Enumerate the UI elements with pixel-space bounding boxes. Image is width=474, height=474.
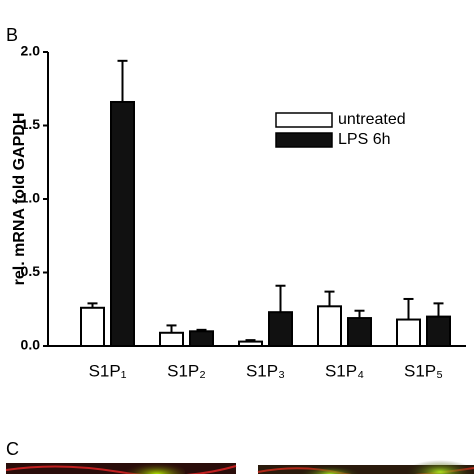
y-tick-label: 2.0: [21, 43, 41, 59]
legend-label: LPS 6h: [338, 131, 390, 148]
bar: [426, 315, 451, 348]
panel-label: C: [6, 439, 19, 459]
bar: [238, 340, 263, 347]
y-tick-label: 0.5: [21, 263, 41, 279]
bar: [396, 318, 421, 348]
bar: [268, 311, 293, 348]
bar: [80, 306, 105, 347]
legend-swatch: [275, 112, 333, 128]
bar: [189, 330, 214, 347]
x-tick-label: S1P₄: [325, 361, 364, 380]
bar: [159, 331, 184, 347]
bar: [110, 100, 135, 348]
panel-label: B: [6, 25, 18, 45]
x-tick-label: S1P₃: [246, 361, 285, 380]
x-tick-label: S1P₁: [89, 361, 127, 380]
y-tick-label: 1.0: [21, 190, 41, 206]
micrograph: [5, 460, 474, 474]
x-tick-label: S1P₅: [404, 361, 443, 380]
y-tick-label: 0.0: [21, 337, 41, 353]
y-tick-label: 1.5: [21, 116, 41, 132]
legend-swatch: [275, 132, 333, 148]
bar: [347, 317, 372, 348]
x-tick-label: S1P₂: [167, 361, 206, 380]
legend-label: untreated: [338, 111, 406, 128]
bar: [317, 305, 342, 347]
y-axis-label: rel. mRNA fold GAPDH: [11, 113, 28, 286]
